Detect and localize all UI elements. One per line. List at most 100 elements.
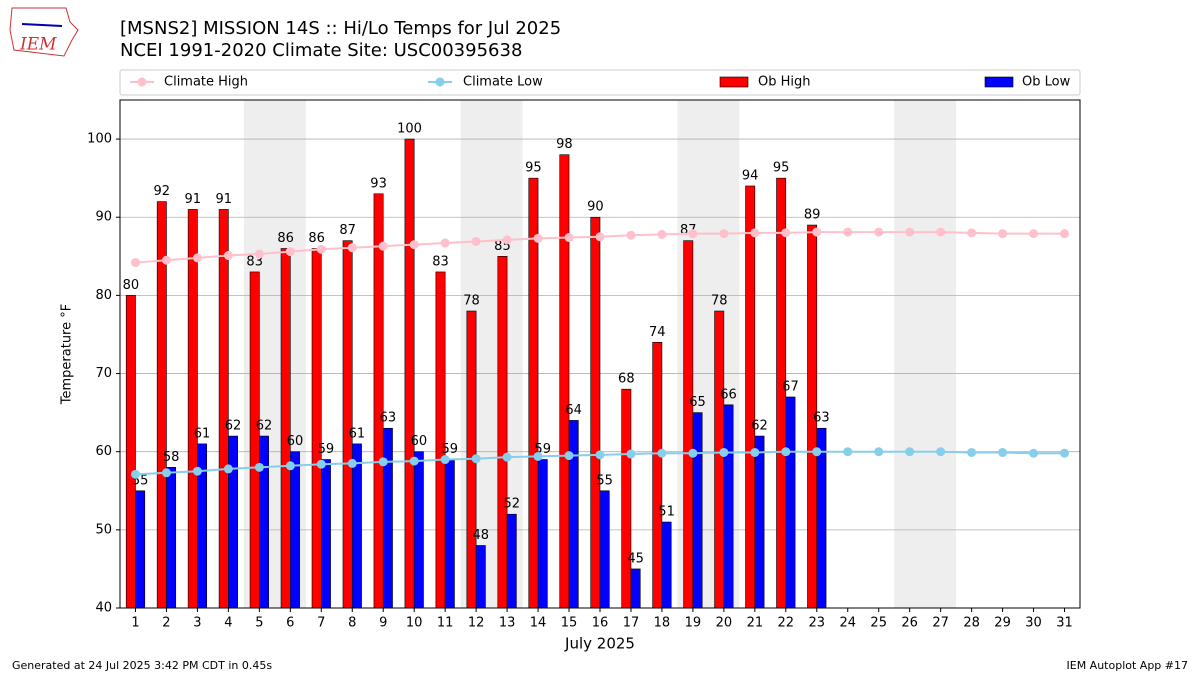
data-label: 78 xyxy=(463,294,480,309)
point xyxy=(316,244,326,254)
footer-left: Generated at 24 Jul 2025 3:42 PM CDT in … xyxy=(12,659,272,672)
x-tick-label: 18 xyxy=(654,616,671,631)
x-tick-label: 29 xyxy=(994,616,1011,631)
bar xyxy=(135,490,146,609)
point xyxy=(936,227,946,237)
bar xyxy=(723,404,734,609)
x-tick-label: 23 xyxy=(809,616,826,631)
bar xyxy=(630,568,641,609)
data-label: 58 xyxy=(163,450,180,465)
point xyxy=(409,240,419,250)
x-tick-label: 28 xyxy=(963,616,980,631)
y-tick-label: 80 xyxy=(95,288,112,303)
point xyxy=(936,447,946,457)
data-label: 60 xyxy=(287,434,304,449)
legend-label: Ob Low xyxy=(1022,75,1071,90)
bar xyxy=(249,271,260,609)
x-tick-label: 12 xyxy=(468,616,485,631)
x-tick-label: 20 xyxy=(716,616,733,631)
point xyxy=(905,227,915,237)
logo: IEM xyxy=(9,7,79,57)
x-tick-label: 6 xyxy=(286,616,294,631)
logo-outline xyxy=(9,7,79,57)
bar xyxy=(683,240,694,609)
logo-text: IEM xyxy=(19,35,57,55)
x-tick-label: 9 xyxy=(379,616,387,631)
point xyxy=(564,233,574,243)
data-label: 59 xyxy=(318,442,335,457)
bar xyxy=(652,341,663,609)
bar xyxy=(228,435,238,609)
legend-marker xyxy=(435,77,445,87)
bar xyxy=(745,185,756,609)
data-label: 68 xyxy=(618,372,635,387)
bar xyxy=(413,451,424,609)
x-axis-label: July 2025 xyxy=(564,635,635,653)
point xyxy=(161,468,171,478)
x-tick-label: 27 xyxy=(932,616,949,631)
bar xyxy=(373,193,384,609)
plot-frame xyxy=(119,99,1081,609)
point xyxy=(657,448,667,458)
bar xyxy=(435,271,446,609)
point xyxy=(161,255,171,265)
point xyxy=(998,229,1008,239)
bar xyxy=(590,216,601,609)
point xyxy=(905,447,915,457)
point xyxy=(719,229,729,239)
chart-subtitle: NCEI 1991-2020 Climate Site: USC00395638 xyxy=(120,40,522,61)
point xyxy=(750,228,760,238)
y-tick-label: 90 xyxy=(95,210,112,225)
data-label: 90 xyxy=(587,200,604,215)
point xyxy=(533,451,543,461)
x-tick-label: 4 xyxy=(224,616,232,631)
y-axis-label: Temperature °F xyxy=(60,304,75,405)
data-label: 66 xyxy=(720,387,737,402)
data-label: 91 xyxy=(185,192,202,207)
point xyxy=(967,447,977,457)
bar xyxy=(528,177,539,609)
point xyxy=(347,243,357,253)
legend-label: Climate High xyxy=(164,75,248,90)
bar xyxy=(320,459,331,609)
data-label: 45 xyxy=(627,551,644,566)
bar xyxy=(444,459,455,609)
point xyxy=(688,229,698,239)
data-label: 93 xyxy=(370,176,387,191)
x-tick-label: 13 xyxy=(499,616,516,631)
bar xyxy=(537,459,548,609)
point xyxy=(347,458,357,468)
data-label: 86 xyxy=(277,231,294,246)
data-label: 67 xyxy=(782,379,799,394)
point xyxy=(595,232,605,242)
x-tick-label: 25 xyxy=(870,616,887,631)
legend-label: Ob High xyxy=(758,75,811,90)
point xyxy=(316,459,326,469)
x-tick-label: 3 xyxy=(193,616,201,631)
point xyxy=(378,457,388,467)
x-tick-label: 30 xyxy=(1025,616,1042,631)
point xyxy=(285,461,295,471)
bar xyxy=(290,451,300,609)
point xyxy=(440,455,450,465)
data-label: 94 xyxy=(742,168,759,183)
bar xyxy=(785,396,796,609)
bar xyxy=(599,490,610,609)
point xyxy=(719,447,729,457)
data-label: 74 xyxy=(649,325,666,340)
data-label: 100 xyxy=(397,122,422,137)
point xyxy=(130,258,140,268)
bar xyxy=(166,467,177,609)
point xyxy=(223,251,233,261)
point xyxy=(688,448,698,458)
bar xyxy=(280,248,291,609)
point xyxy=(812,447,822,457)
point xyxy=(564,451,574,461)
x-tick-label: 14 xyxy=(530,616,547,631)
legend xyxy=(119,69,1081,96)
data-label: 63 xyxy=(813,411,830,426)
point xyxy=(967,228,977,238)
data-label: 87 xyxy=(339,223,356,238)
bar xyxy=(475,545,486,609)
